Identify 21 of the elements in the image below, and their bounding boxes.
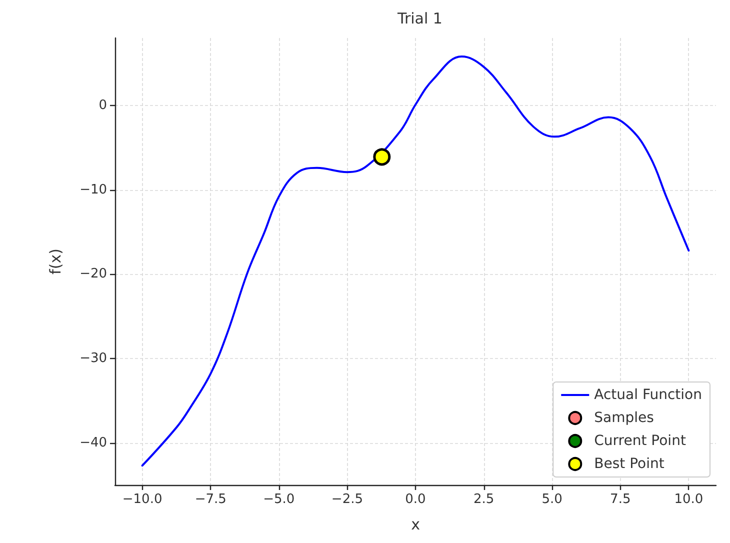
x-tick-label: 5.0 bbox=[542, 492, 562, 507]
y-tick-label: 0 bbox=[98, 98, 107, 113]
x-tick-label: 2.5 bbox=[473, 492, 494, 507]
x-tick-label: −2.5 bbox=[331, 492, 363, 507]
x-tick-label: −10.0 bbox=[122, 492, 162, 507]
y-tick-label: −10 bbox=[80, 182, 107, 198]
legend-label: Samples bbox=[594, 410, 654, 426]
chart-title: Trial 1 bbox=[396, 10, 442, 28]
x-tick-label: −5.0 bbox=[263, 492, 295, 507]
x-tick-label: −7.5 bbox=[194, 492, 226, 507]
legend-label: Best Point bbox=[594, 456, 665, 472]
y-axis-title: f(x) bbox=[46, 248, 64, 274]
x-axis-title: x bbox=[411, 516, 420, 534]
legend-label: Current Point bbox=[594, 433, 686, 449]
y-tick-label: −40 bbox=[80, 435, 107, 450]
x-tick-label: 0.0 bbox=[405, 492, 426, 507]
y-tick-label: −30 bbox=[80, 350, 107, 366]
x-tick-label: 7.5 bbox=[610, 492, 631, 507]
x-tick-label: 10.0 bbox=[674, 492, 704, 507]
legend-label: Actual Function bbox=[594, 387, 702, 403]
y-tick-label: −20 bbox=[80, 266, 107, 282]
